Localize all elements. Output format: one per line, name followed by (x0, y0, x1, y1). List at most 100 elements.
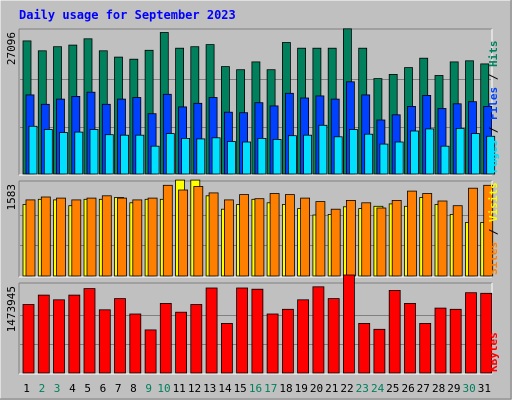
bar-pages-day-6 (104, 134, 114, 175)
panel-visits_sites: 1583 Sites / Visits (5, 179, 500, 278)
bar-pages-day-2 (43, 129, 53, 175)
bar-sites-day-24 (376, 207, 387, 277)
bar-pages-day-3 (59, 132, 68, 175)
day-label-14: 14 (218, 382, 232, 395)
bar-pages-day-14 (226, 141, 236, 175)
bar-kbytes-day-31 (480, 292, 493, 374)
bar-sites-day-8 (132, 199, 143, 277)
day-label-18: 18 (279, 382, 292, 395)
bar-kbytes-day-13 (205, 287, 218, 374)
day-label-25: 25 (386, 382, 399, 395)
legend-separator: / (487, 222, 500, 242)
bar-pages-day-31 (486, 135, 496, 175)
bar-sites-day-25 (391, 199, 402, 277)
day-label-24: 24 (371, 382, 385, 395)
bar-pages-day-19 (303, 134, 313, 175)
bar-pages-day-5 (89, 129, 99, 175)
day-label-4: 4 (69, 382, 76, 395)
bar-pages-day-21 (333, 136, 343, 175)
day-label-12: 12 (188, 382, 201, 395)
panel-max-label: 1583 (5, 184, 18, 211)
bar-kbytes-day-3 (53, 299, 65, 374)
bar-sites-day-27 (422, 193, 433, 277)
day-label-30: 30 (462, 382, 475, 395)
bar-kbytes-day-27 (419, 322, 432, 374)
bar-pages-day-1 (28, 125, 38, 175)
bar-pages-day-27 (425, 128, 435, 175)
day-label-11: 11 (173, 382, 186, 395)
bar-sites-day-19 (300, 197, 311, 277)
legend-pages: Pages (487, 140, 500, 173)
bar-pages-day-24 (379, 143, 389, 175)
bar-pages-day-10 (165, 133, 175, 175)
bar-kbytes-day-10 (159, 302, 172, 374)
legend-separator: / (487, 120, 500, 140)
bar-pages-day-20 (318, 124, 328, 175)
bar-sites-day-14 (223, 199, 234, 277)
bar-kbytes-day-19 (297, 299, 310, 374)
bar-kbytes-day-4 (68, 294, 81, 374)
day-label-20: 20 (310, 382, 323, 395)
day-label-16: 16 (249, 382, 262, 395)
bar-sites-day-4 (71, 199, 82, 277)
panel-hits_files_pages: 27096 Pages / Files / Hits (5, 28, 500, 176)
day-label-31: 31 (478, 382, 491, 395)
bar-pages-day-22 (348, 129, 358, 175)
legend-visits: Visits (487, 182, 500, 222)
bar-kbytes-day-11 (175, 311, 188, 374)
bar-sites-day-1 (25, 199, 36, 277)
day-label-22: 22 (340, 382, 353, 395)
day-label-5: 5 (84, 382, 91, 395)
bar-sites-day-13 (208, 192, 219, 277)
legend-sites: Sites (487, 242, 500, 275)
bar-pages-day-9 (150, 145, 160, 175)
panel-kbytes: 1473945 KBytes (5, 274, 500, 375)
bar-sites-day-29 (452, 205, 463, 277)
bar-pages-day-26 (410, 130, 419, 175)
bar-sites-day-12 (193, 186, 204, 277)
bar-sites-day-28 (437, 200, 448, 277)
day-label-6: 6 (100, 382, 107, 395)
bar-kbytes-day-6 (98, 309, 111, 374)
day-label-27: 27 (417, 382, 430, 395)
legend-hits: Hits (487, 41, 500, 68)
legend-kbytes: KBytes (487, 332, 500, 372)
bar-kbytes-day-8 (129, 313, 142, 374)
day-label-1: 1 (23, 382, 30, 395)
bar-sites-day-6 (101, 195, 112, 277)
bar-kbytes-day-5 (83, 288, 96, 374)
day-label-29: 29 (447, 382, 460, 395)
bar-pages-day-29 (455, 127, 465, 175)
day-label-10: 10 (157, 382, 170, 395)
panel-max-label: 27096 (5, 32, 18, 65)
day-label-19: 19 (295, 382, 308, 395)
bar-kbytes-day-1 (22, 304, 35, 374)
bar-kbytes-day-15 (236, 287, 249, 374)
bar-sites-day-30 (468, 187, 478, 277)
bar-sites-day-23 (361, 202, 372, 277)
panel-max-label: 1473945 (5, 286, 18, 332)
bar-kbytes-day-21 (327, 298, 340, 374)
bar-pages-day-18 (287, 135, 297, 175)
bar-pages-day-13 (211, 137, 221, 175)
bar-pages-day-16 (257, 137, 267, 175)
bar-sites-day-22 (345, 199, 356, 277)
bar-pages-day-8 (135, 134, 145, 175)
bar-sites-day-31 (483, 184, 494, 277)
legend-files: Files (487, 87, 500, 120)
chart-title: Daily usage for September 2023 (19, 8, 236, 22)
bar-sites-day-17 (269, 193, 280, 277)
day-label-26: 26 (401, 382, 414, 395)
bar-pages-day-7 (120, 134, 129, 175)
bar-pages-day-28 (440, 145, 450, 175)
bar-kbytes-day-18 (281, 308, 294, 374)
bar-sites-day-15 (239, 194, 250, 277)
bar-kbytes-day-24 (373, 328, 386, 374)
bar-kbytes-day-14 (220, 322, 233, 374)
bar-sites-day-10 (162, 184, 173, 277)
bar-sites-day-5 (86, 197, 97, 277)
day-label-2: 2 (39, 382, 46, 395)
bar-sites-day-3 (56, 197, 66, 277)
bar-pages-day-12 (196, 138, 206, 175)
bar-pages-day-25 (394, 141, 404, 175)
